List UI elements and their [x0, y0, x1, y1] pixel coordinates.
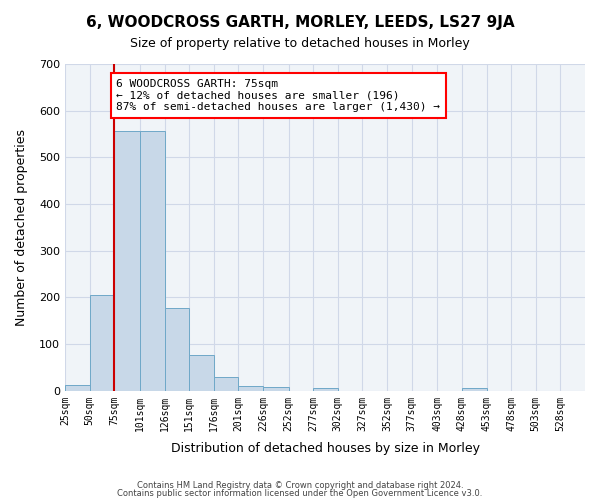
Bar [164, 308, 189, 391]
Text: 6 WOODCROSS GARTH: 75sqm
← 12% of detached houses are smaller (196)
87% of semi-: 6 WOODCROSS GARTH: 75sqm ← 12% of detach… [116, 79, 440, 112]
X-axis label: Distribution of detached houses by size in Morley: Distribution of detached houses by size … [170, 442, 479, 455]
Bar [462, 388, 487, 391]
Y-axis label: Number of detached properties: Number of detached properties [15, 129, 28, 326]
Bar [115, 131, 140, 391]
Text: Contains public sector information licensed under the Open Government Licence v3: Contains public sector information licen… [118, 488, 482, 498]
Bar [189, 355, 214, 391]
Text: 6, WOODCROSS GARTH, MORLEY, LEEDS, LS27 9JA: 6, WOODCROSS GARTH, MORLEY, LEEDS, LS27 … [86, 15, 514, 30]
Text: Contains HM Land Registry data © Crown copyright and database right 2024.: Contains HM Land Registry data © Crown c… [137, 481, 463, 490]
Bar [238, 386, 263, 391]
Text: Size of property relative to detached houses in Morley: Size of property relative to detached ho… [130, 38, 470, 51]
Bar [313, 388, 338, 391]
Bar [140, 131, 164, 391]
Bar [263, 387, 289, 391]
Bar [214, 377, 238, 391]
Bar [90, 294, 115, 391]
Bar [65, 384, 90, 391]
